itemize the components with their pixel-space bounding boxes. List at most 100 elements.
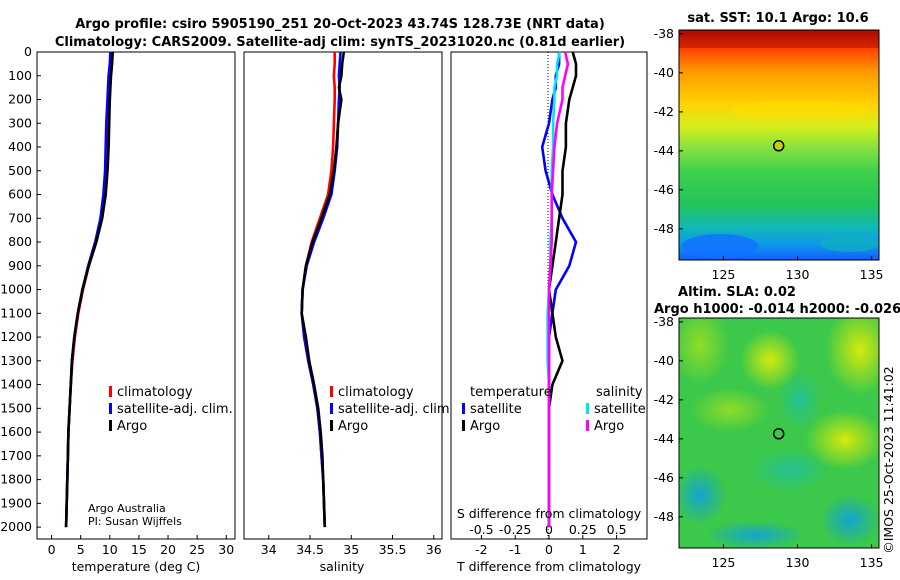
depth-tick-label: 1300: [0, 353, 32, 368]
sla-blob: [825, 318, 879, 395]
depth-tick-label: 1000: [0, 282, 32, 297]
argo-location-marker: [772, 140, 785, 152]
temperature-panel: 0100200300400500600700800900100011001200…: [0, 44, 455, 574]
imos-credit: ©IMOS 25-Oct-2023 11:41:02: [881, 366, 896, 554]
salinity-difference-ticks: -0.5 -0.25 0 0.25 0.5: [469, 522, 626, 537]
s-difference-label: S difference from climatology: [457, 506, 642, 521]
temperature-legend: climatology satellite-adj. clim. Argo: [109, 385, 233, 434]
sst-map-title: sat. SST: 10.1 Argo: 10.6: [687, 11, 868, 26]
depth-tick-label: 1200: [0, 329, 32, 344]
legend-swatch-argo: [109, 420, 112, 431]
salinity-legend: climatology satellite-adj. clim. Argo: [330, 385, 454, 434]
sla-field: [679, 318, 879, 548]
salinity-axes-frame: [243, 51, 443, 540]
legend-swatch-s-satellite: [586, 403, 589, 414]
depth-tick-label: 900: [8, 258, 32, 273]
legend-climatology: climatology: [338, 385, 414, 400]
legend-satellite: satellite-adj. clim.: [338, 402, 454, 417]
sla-blob: [805, 410, 879, 470]
sst-map-ticks: 125 130 135 -38 -40 -42 -44 -46 -48: [654, 26, 884, 282]
map-y-tick-label: -44: [654, 431, 674, 446]
salinity-x-label: salinity: [320, 559, 365, 574]
x-tick-label: 34.5: [296, 542, 324, 557]
depth-tick-label: 1900: [0, 495, 32, 510]
map-y-tick-label: -40: [654, 65, 674, 80]
sla-blob: [820, 494, 879, 546]
s-tick-label: 0.25: [569, 522, 597, 537]
sla-blob: [679, 465, 726, 525]
sst-warm-band: [679, 30, 879, 48]
legend-s-satellite: satellite: [594, 402, 646, 417]
salinity-panel: 34 34.5 35 35.5 36 salinity climatology sate…: [243, 51, 454, 574]
sla-blob: [778, 370, 822, 430]
series-line-salinity-argo: [547, 51, 570, 528]
sst-map-frame: [678, 29, 880, 261]
map-x-tick-label: 130: [786, 267, 810, 282]
credit-line2: PI: Susan Wijffels: [88, 515, 182, 528]
map-y-tick-label: -48: [654, 509, 674, 524]
x-tick-label: 36: [426, 542, 442, 557]
legend-temperature-title: temperature: [470, 385, 552, 400]
depth-tick-label: 1600: [0, 424, 32, 439]
sst-map-panel: sat. SST: 10.1 Argo: 10.6 125 130 135 -38 -4…: [654, 11, 884, 282]
legend-climatology: climatology: [117, 385, 193, 400]
depth-tick-label: 400: [8, 139, 32, 154]
depth-axis: 0 100 200 300 400 500 600 700 800 900 1000 1100 1200…: [0, 44, 455, 534]
legend-s-argo: Argo: [594, 419, 624, 434]
depth-tick-label: 100: [8, 68, 32, 83]
temperature-x-ticks: 0 5 10 15 20 25 30: [48, 535, 234, 557]
sla-blob: [679, 318, 730, 385]
x-tick-label: 20: [160, 542, 176, 557]
legend-swatch-t-argo: [462, 420, 465, 431]
credit-line1: Argo Australia: [88, 502, 166, 515]
map-y-tick-label: -40: [654, 353, 674, 368]
temperature-x-label: temperature (deg C): [72, 559, 201, 574]
x-tick-label: 0: [545, 542, 553, 557]
legend-t-argo: Argo: [470, 419, 500, 434]
sla-map-title-line1: Altim. SLA: 0.02: [678, 285, 796, 300]
legend-swatch-satellite: [109, 403, 112, 414]
sst-yellow-band: [730, 100, 870, 120]
sla-map-title-line2: Argo h1000: -0.014 h2000: -0.026: [654, 302, 900, 317]
legend-swatch-climatology: [330, 386, 333, 397]
legend-salinity-title: salinity: [596, 385, 643, 400]
depth-tick-label: 1400: [0, 377, 32, 392]
map-y-tick-label: -38: [654, 26, 674, 41]
sst-cold-patch: [682, 234, 758, 258]
map-y-tick-label: -46: [654, 470, 674, 485]
depth-tick-label: 1800: [0, 472, 32, 487]
depth-tick-label: 700: [8, 210, 32, 225]
map-x-tick-label: 135: [860, 555, 884, 570]
difference-x-ticks: -2 -1 0 1 2: [475, 535, 621, 557]
x-tick-label: 5: [77, 542, 85, 557]
s-tick-label: 0: [545, 522, 553, 537]
sla-blob: [690, 388, 770, 432]
legend-swatch-argo: [330, 420, 333, 431]
depth-tick-label: 2000: [0, 519, 32, 534]
sla-blob: [705, 521, 805, 548]
legend-t-satellite: satellite: [470, 402, 522, 417]
x-tick-label: 30: [218, 542, 234, 557]
sla-blob: [740, 330, 800, 390]
figure-title-line2: Climatology: CARS2009. Satellite-adj cli…: [55, 35, 625, 50]
depth-tick-label: 1100: [0, 305, 32, 320]
sla-map-panel: Altim. SLA: 0.02 Argo h1000: -0.014 h200…: [654, 285, 900, 570]
s-tick-label: 0.5: [607, 522, 627, 537]
depth-tick-label: 800: [8, 234, 32, 249]
legend-argo: Argo: [117, 419, 147, 434]
depth-tick-label: 200: [8, 92, 32, 107]
x-tick-label: 1: [579, 542, 587, 557]
map-y-tick-label: -48: [654, 221, 674, 236]
map-y-tick-label: -42: [654, 392, 674, 407]
figure-title-line1: Argo profile: csiro 5905190_251 20-Oct-2…: [75, 17, 605, 32]
x-tick-label: 34: [261, 542, 277, 557]
s-tick-label: -0.5: [469, 522, 493, 537]
x-tick-label: -2: [475, 542, 487, 557]
salinity-series: [300, 51, 346, 528]
salinity-x-ticks: 34 34.5 35 35.5 36: [261, 535, 442, 557]
legend-swatch-satellite: [330, 403, 333, 414]
x-tick-label: 35: [343, 542, 359, 557]
map-y-tick-label: -38: [654, 314, 674, 329]
difference-series: [540, 51, 578, 528]
